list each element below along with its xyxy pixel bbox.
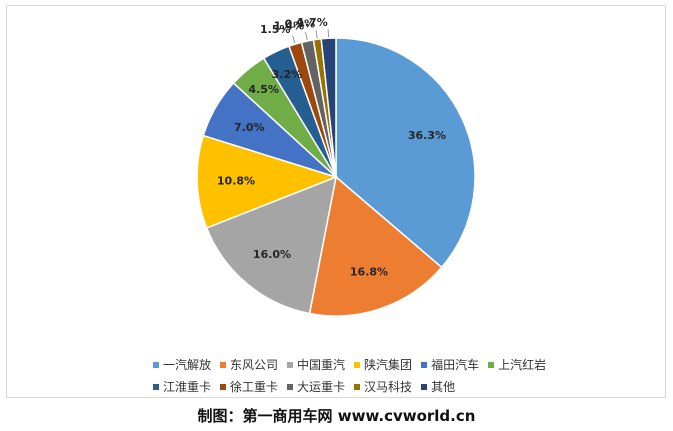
legend-item: 江淮重卡 [153, 376, 211, 398]
legend-swatch [153, 362, 159, 368]
leader-line [315, 30, 318, 39]
legend-row: 江淮重卡 徐工重卡 大运重卡 汉马科技 其他 [153, 376, 553, 398]
legend: 一汽解放 东风公司 中国重汽 陕汽集团 福田汽车 上汽红岩 江淮重卡 徐工重卡 大运重卡 汉马科… [153, 354, 553, 398]
legend-label: 福田汽车 [431, 358, 480, 372]
legend-item: 汉马科技 [354, 376, 412, 398]
data-label: 16.0% [253, 248, 291, 261]
legend-item: 东风公司 [220, 354, 278, 376]
legend-label: 江淮重卡 [163, 380, 212, 394]
pie-slice [335, 37, 476, 269]
legend-item: 其他 [421, 376, 455, 398]
legend-item: 一汽解放 [153, 354, 211, 376]
legend-swatch [354, 384, 361, 390]
legend-label: 一汽解放 [163, 358, 212, 372]
leader-line [292, 35, 296, 44]
legend-label: 汉马科技 [364, 380, 413, 394]
data-label: 0.9% [285, 17, 316, 30]
data-label: 1.7% [297, 16, 328, 29]
legend-item: 中国重汽 [287, 354, 345, 376]
legend-label: 徐工重卡 [230, 380, 279, 394]
legend-swatch [287, 384, 294, 390]
pie-slice [196, 134, 339, 229]
legend-swatch [220, 362, 227, 368]
legend-swatch [287, 362, 294, 368]
legend-swatch [421, 362, 428, 368]
leader-line [305, 32, 308, 41]
data-label: 10.8% [217, 175, 255, 188]
chart-frame: 36.3% 16.8% 16.0% 10.8% 7.0% 4.5% 3.2% 1.5% 1.4%… [6, 5, 666, 398]
legend-label: 中国重汽 [297, 358, 346, 372]
legend-item: 陕汽集团 [354, 354, 412, 376]
legend-swatch [153, 384, 159, 390]
legend-label: 东风公司 [230, 358, 279, 372]
source-caption: 制图：第一商用车网 www.cvworld.cn [197, 407, 476, 425]
pie-slice [308, 175, 443, 317]
legend-label: 大运重卡 [297, 380, 346, 394]
legend-label: 上汽红岩 [498, 358, 547, 372]
legend-item: 上汽红岩 [488, 354, 546, 376]
legend-label: 陕汽集团 [364, 358, 413, 372]
pie-chart: 36.3% 16.8% 16.0% 10.8% 7.0% 4.5% 3.2% 1.5%1.4%… [196, 16, 476, 317]
data-label: 1.5% [260, 23, 291, 36]
legend-item: 福田汽车 [421, 354, 479, 376]
legend-item: 徐工重卡 [220, 376, 278, 398]
legend-swatch [220, 384, 227, 390]
data-label: 1.4% [274, 19, 305, 32]
legend-label: 其他 [431, 380, 456, 394]
legend-swatch [488, 362, 495, 368]
legend-swatch [421, 384, 428, 390]
legend-row: 一汽解放 东风公司 中国重汽 陕汽集团 福田汽车 上汽红岩 [153, 354, 553, 376]
pie-slice [205, 175, 337, 315]
data-label: 7.0% [234, 121, 265, 134]
data-label: 16.8% [350, 265, 388, 278]
data-label: 4.5% [248, 83, 279, 96]
data-label: 3.2% [272, 68, 303, 81]
legend-item: 大运重卡 [287, 376, 345, 398]
pie-slice [320, 37, 337, 178]
legend-swatch [354, 362, 361, 368]
data-label: 36.3% [408, 129, 446, 142]
